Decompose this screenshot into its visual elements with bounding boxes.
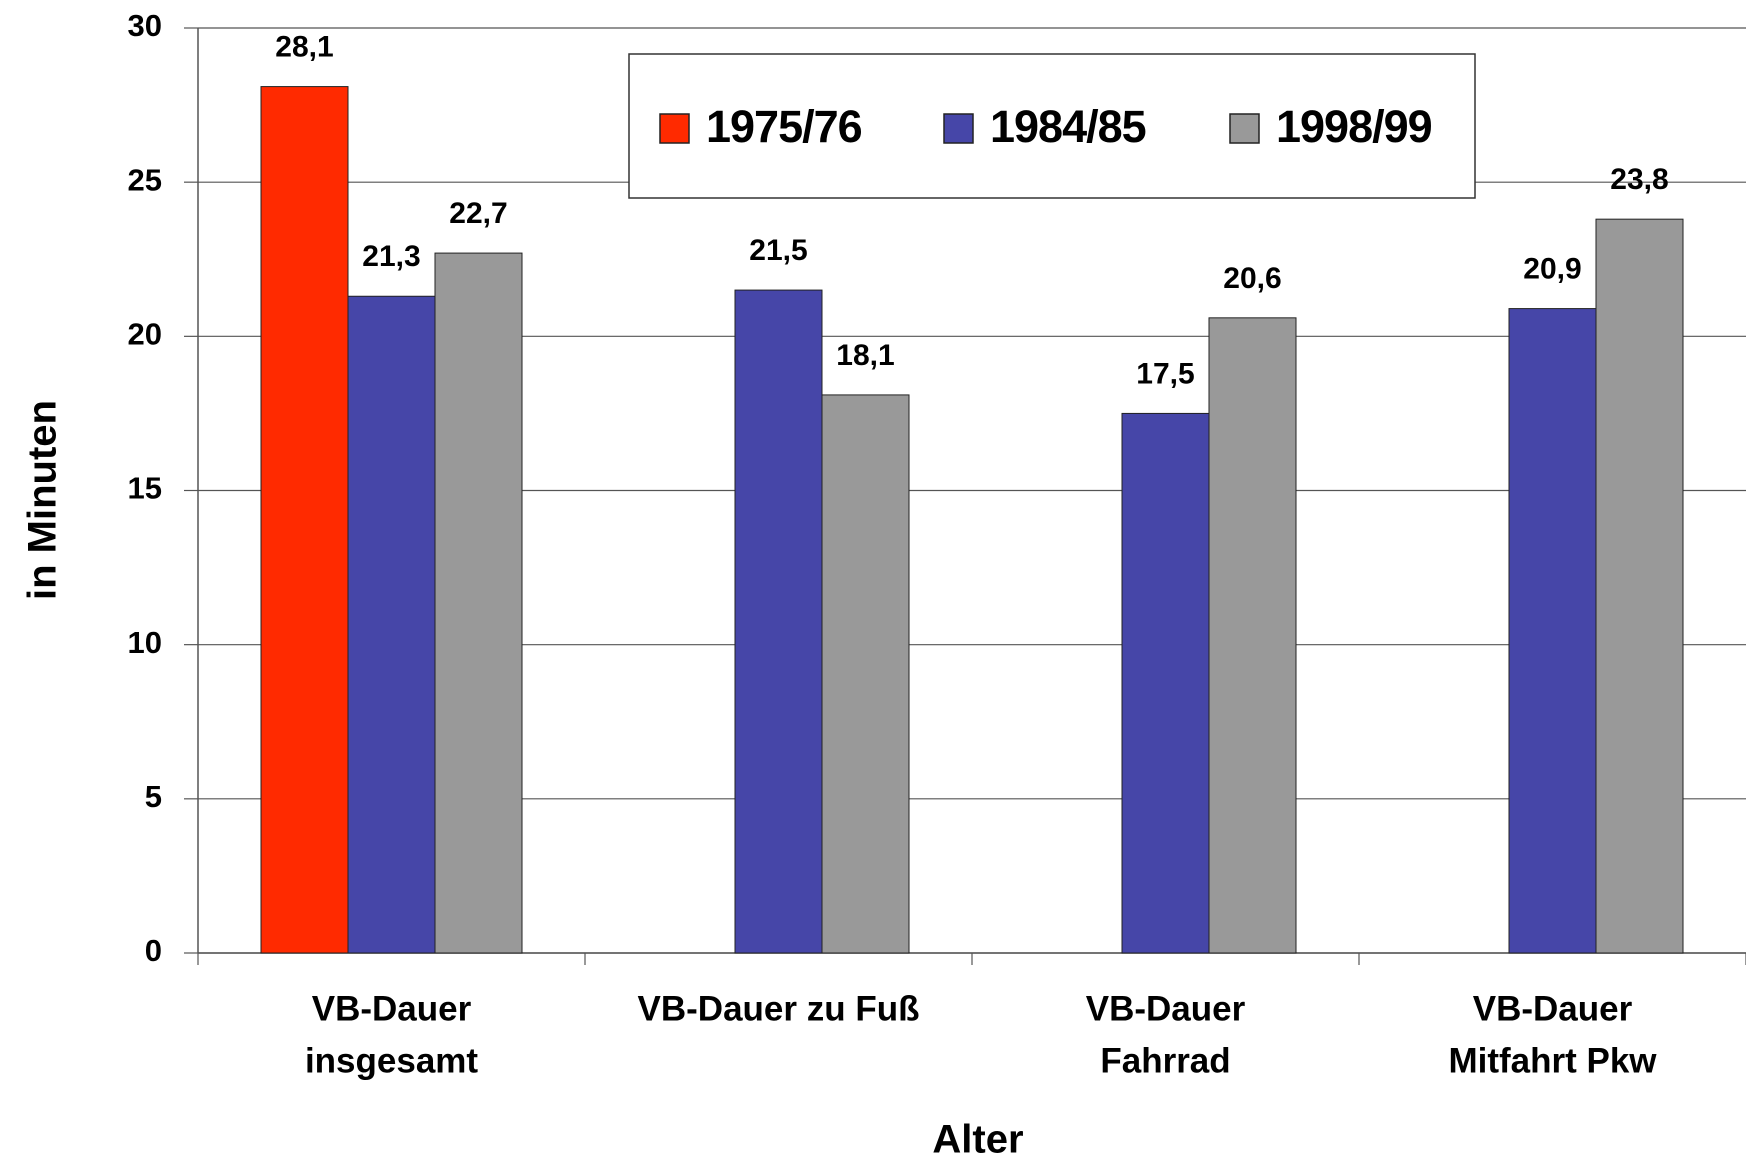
legend-swatch — [1229, 113, 1260, 144]
x-tick-label: VB-Dauer — [312, 989, 472, 1028]
bar — [1508, 308, 1597, 954]
bar — [260, 86, 349, 954]
value-label: 23,8 — [1610, 163, 1668, 196]
value-label: 21,5 — [749, 234, 807, 267]
x-axis-label: Alter — [932, 1118, 1023, 1162]
y-tick-label: 5 — [145, 779, 162, 814]
bar — [821, 394, 910, 954]
bar — [1121, 412, 1210, 954]
y-axis-label: in Minuten — [21, 400, 65, 600]
value-label: 22,7 — [449, 197, 507, 230]
bar — [434, 252, 523, 954]
y-tick-label: 0 — [145, 933, 162, 968]
legend-label: 1998/99 — [1276, 101, 1432, 152]
value-label: 28,1 — [275, 31, 333, 64]
legend-swatch — [943, 113, 974, 144]
x-tick-label: VB-Dauer — [1086, 989, 1246, 1028]
value-label: 20,6 — [1223, 262, 1281, 295]
x-tick-label: insgesamt — [305, 1041, 478, 1080]
legend-swatch — [659, 113, 690, 144]
value-label: 18,1 — [836, 339, 894, 372]
bar — [1595, 218, 1684, 954]
y-tick-label: 25 — [128, 162, 162, 197]
y-tick-label: 10 — [128, 625, 162, 660]
legend-box — [628, 53, 1476, 199]
x-tick-label: VB-Dauer — [1473, 989, 1633, 1028]
value-label: 17,5 — [1136, 357, 1194, 390]
bar — [734, 289, 823, 954]
bar — [1208, 317, 1297, 954]
x-tick-label: VB-Dauer zu Fuß — [638, 989, 920, 1028]
bar — [347, 295, 436, 954]
legend-label: 1984/85 — [990, 101, 1146, 152]
y-tick-label: 20 — [128, 317, 162, 352]
x-tick-label: Mitfahrt Pkw — [1448, 1041, 1657, 1080]
x-tick-label: Fahrrad — [1100, 1041, 1230, 1080]
value-label: 21,3 — [362, 240, 420, 273]
value-label: 20,9 — [1523, 253, 1581, 286]
legend-label: 1975/76 — [706, 101, 862, 152]
y-tick-label: 30 — [128, 8, 162, 43]
y-tick-label: 15 — [128, 471, 162, 506]
